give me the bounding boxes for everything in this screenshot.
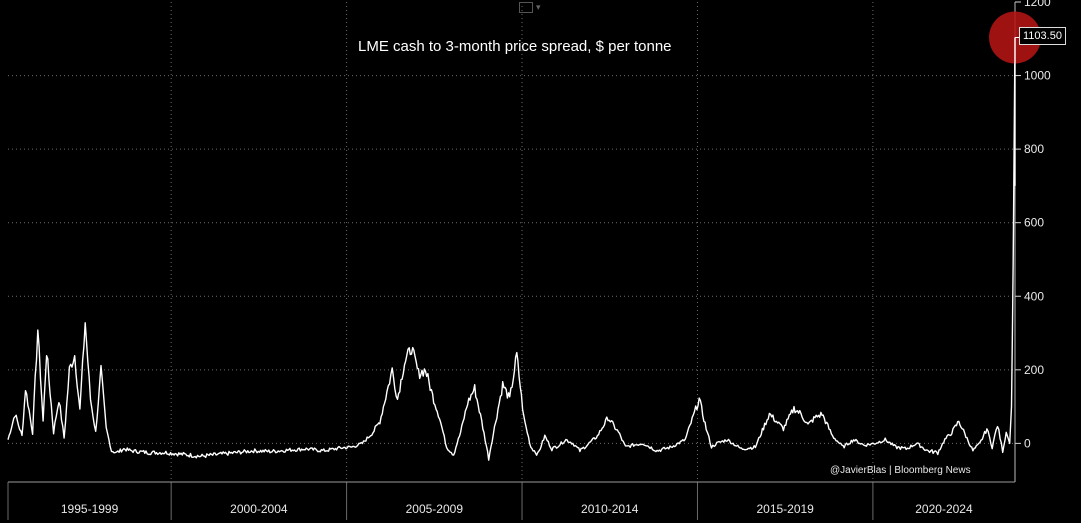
chart-type-toolbar[interactable]: ▾: [519, 0, 551, 15]
x-tick-label: 2005-2009: [406, 502, 464, 516]
y-tick-label: 800: [1024, 142, 1044, 156]
x-tick-label: 2015-2019: [756, 502, 814, 516]
chart-title: LME cash to 3-month price spread, $ per …: [358, 38, 672, 55]
y-tick-label: 0: [1024, 436, 1031, 450]
y-tick-label: 200: [1024, 363, 1044, 377]
y-tick-label: 1200: [1024, 0, 1051, 9]
x-tick-label: 2020-2024: [915, 502, 973, 516]
y-tick-label: 400: [1024, 289, 1044, 303]
last-value-badge: 1103.50: [1019, 27, 1066, 45]
chevron-down-icon[interactable]: ▾: [536, 2, 541, 13]
source-credit: @JavierBlas | Bloomberg News: [830, 465, 971, 476]
line-chart-icon[interactable]: [519, 2, 533, 13]
x-tick-label: 1995-1999: [61, 502, 119, 516]
x-tick-label: 2010-2014: [581, 502, 639, 516]
series-line: [7, 37, 1016, 461]
x-tick-label: 2000-2004: [230, 502, 288, 516]
y-tick-label: 1000: [1024, 69, 1051, 83]
y-tick-label: 600: [1024, 216, 1044, 230]
